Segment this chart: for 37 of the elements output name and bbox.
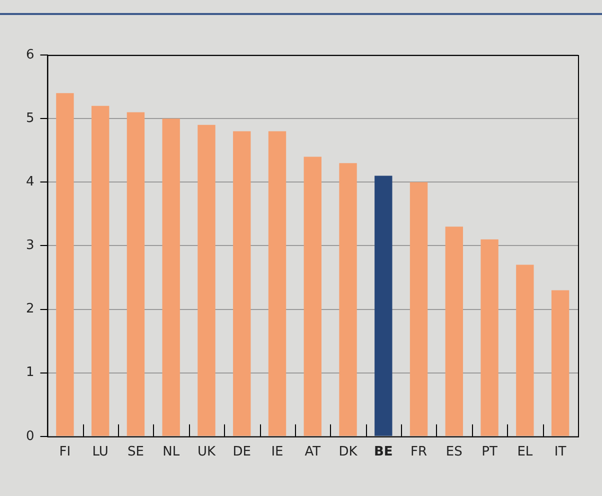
y-tick-label: 4	[26, 174, 34, 190]
x-tick-label: UK	[197, 444, 216, 460]
y-tick-label: 6	[26, 47, 34, 62]
bar	[233, 131, 251, 436]
x-tick-label: PT	[482, 444, 498, 460]
x-tick-label: BE	[374, 444, 393, 460]
x-tick-label: NL	[162, 444, 180, 460]
y-tick-label: 1	[26, 365, 34, 380]
x-tick-label: IE	[271, 444, 284, 460]
x-tick-label: IT	[554, 444, 566, 460]
x-tick-label: FI	[59, 444, 71, 460]
x-tick-label: AT	[304, 444, 321, 460]
bar	[126, 112, 145, 436]
x-tick-label: DK	[338, 444, 358, 460]
bar	[339, 163, 357, 436]
x-tick-label: FR	[410, 444, 428, 460]
y-tick-label: 3	[26, 238, 34, 254]
bar	[268, 131, 286, 436]
bar	[410, 182, 428, 436]
x-tick-label: SE	[127, 444, 144, 460]
bar	[516, 264, 534, 436]
bar	[374, 176, 392, 436]
y-tick-label: 0	[26, 428, 34, 444]
y-tick-label: 2	[26, 302, 34, 317]
x-tick-label: DE	[232, 444, 251, 460]
bar	[198, 124, 216, 436]
y-tick-label: 5	[26, 110, 34, 126]
x-tick-label: LU	[92, 444, 108, 460]
bar	[480, 239, 498, 436]
bar	[304, 156, 322, 436]
bar	[551, 290, 570, 436]
x-tick-label: EL	[517, 444, 534, 460]
bar	[92, 106, 110, 436]
x-tick-label: ES	[446, 444, 462, 460]
bar	[56, 93, 74, 436]
bar	[445, 226, 464, 436]
bar	[162, 118, 180, 436]
